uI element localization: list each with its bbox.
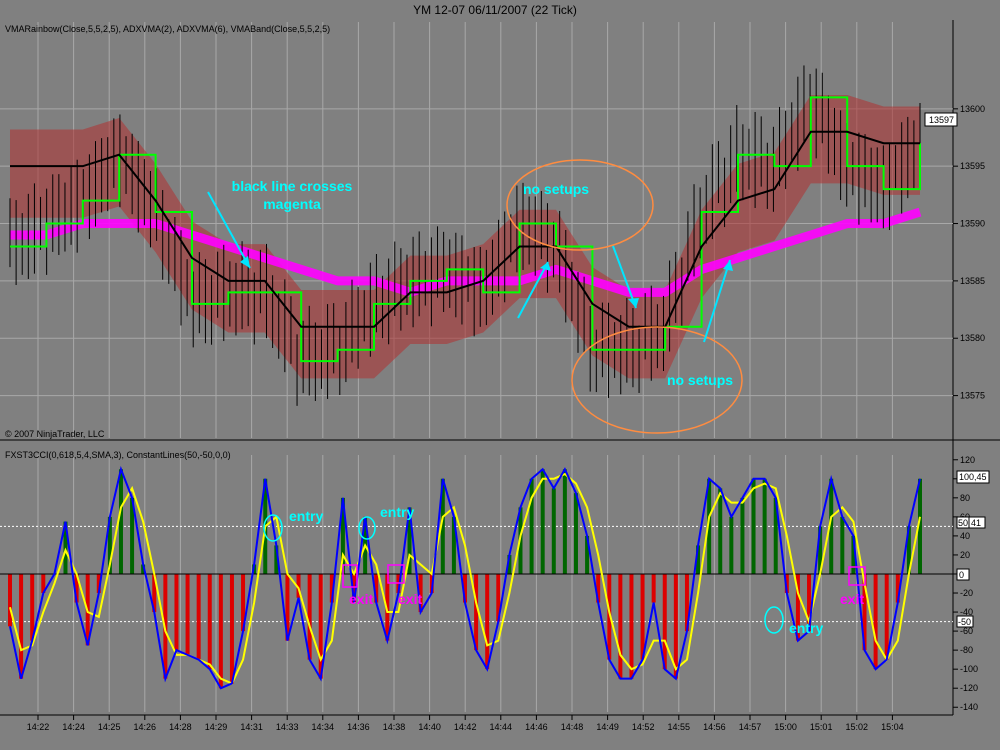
y-tick-label: 13595 — [960, 161, 985, 171]
x-tick-label: 14:26 — [134, 722, 157, 732]
x-tick-label: 14:24 — [62, 722, 85, 732]
constant-0-tag: 0 — [959, 570, 964, 580]
copyright-text: © 2007 NinjaTrader, LLC — [5, 429, 105, 439]
exit-marker — [342, 564, 358, 588]
entry-marker — [764, 606, 784, 634]
x-tick-label: 14:28 — [169, 722, 192, 732]
x-tick-label: 14:22 — [27, 722, 50, 732]
cci-main-line — [9, 465, 921, 690]
x-tick-label: 14:36 — [347, 722, 370, 732]
annotation-no-setups-1: no setups — [523, 181, 589, 197]
cci-last-value: 100,45 — [959, 472, 987, 482]
vma-band — [10, 95, 920, 379]
annotation-magenta: magenta — [263, 196, 321, 212]
x-tick-label: 14:49 — [596, 722, 619, 732]
ellipse-no-setups-2 — [571, 326, 743, 434]
arrow-head — [628, 298, 639, 308]
y-tick-label: -100 — [960, 664, 978, 674]
arrow-line — [517, 261, 549, 319]
exit-marker — [387, 564, 405, 584]
exit-marker — [848, 566, 866, 586]
annotations-upper: black line crosses magenta no setups no … — [207, 159, 743, 434]
annotation-exit: exit — [840, 591, 864, 607]
x-tick-label: 15:04 — [881, 722, 904, 732]
x-tick-label: 14:40 — [418, 722, 441, 732]
y-tick-label: -20 — [960, 588, 973, 598]
y-tick-label: 40 — [960, 531, 970, 541]
y-tick-label: -140 — [960, 702, 978, 712]
y-tick-label: 120 — [960, 455, 975, 465]
rainbow-line — [10, 207, 922, 297]
y-tick-label: 13585 — [960, 276, 985, 286]
y-tick-label: 13575 — [960, 391, 985, 401]
y-tick-label: 13600 — [960, 104, 985, 114]
window-title: YM 12-07 06/11/2007 (22 Tick) — [413, 3, 577, 17]
x-tick-label: 14:46 — [525, 722, 548, 732]
y-tick-label: 20 — [960, 550, 970, 560]
ellipse-no-setups-1 — [506, 159, 654, 251]
y-tick-label: 80 — [960, 493, 970, 503]
last-price-tag: 13597 — [924, 112, 958, 127]
x-tick-label: 14:48 — [561, 722, 584, 732]
x-tick-label: 14:33 — [276, 722, 299, 732]
adxvma-slow-line — [10, 130, 920, 328]
annotation-entry: entry — [789, 620, 823, 636]
x-tick-label: 14:56 — [703, 722, 726, 732]
constant-50-tag: 50 — [958, 518, 968, 528]
adxvma-fast-line — [10, 96, 921, 363]
cci-axis: 120100806040200-20-40-60-80-100-120-140 — [953, 455, 978, 712]
band-area — [10, 95, 920, 379]
x-tick-label: 14:31 — [240, 722, 263, 732]
y-tick-label: -60 — [960, 626, 973, 636]
lower-value-tags: 100,45 50 41 0 -50 — [956, 470, 990, 628]
upper-indicator-label: VMARainbow(Close,5,5,2,5), ADXVMA(2), AD… — [5, 24, 330, 34]
adxvma-lines — [10, 96, 921, 363]
arrow-line — [703, 259, 731, 343]
cci-lines — [9, 465, 921, 690]
annotation-black-line: black line crosses — [232, 178, 353, 194]
annotation-exit: exit — [349, 591, 373, 607]
x-tick-label: 14:38 — [383, 722, 406, 732]
signal-last-value: 41 — [971, 518, 981, 528]
x-tick-label: 14:44 — [490, 722, 513, 732]
x-tick-label: 14:42 — [454, 722, 477, 732]
vma-rainbow-series — [10, 207, 922, 297]
last-price-value: 13597 — [929, 115, 954, 125]
y-tick-label: -120 — [960, 683, 978, 693]
time-axis: 14:22 14:24 14:25 14:26 14:28 14:29 14:31 14:33… — [27, 715, 904, 732]
cci-histogram — [0, 469, 953, 689]
x-tick-label: 14:52 — [632, 722, 655, 732]
annotation-entry: entry — [289, 508, 323, 524]
x-tick-label: 14:25 — [98, 722, 121, 732]
lower-indicator-label: FXST3CCI(0,618,5,4,SMA,3), ConstantLines… — [5, 450, 231, 460]
y-tick-label: -40 — [960, 607, 973, 617]
annotation-no-setups-2: no setups — [667, 372, 733, 388]
x-tick-label: 14:34 — [312, 722, 335, 732]
x-tick-label: 14:29 — [205, 722, 228, 732]
x-tick-label: 15:00 — [774, 722, 797, 732]
constant-minus50-tag: -50 — [958, 617, 971, 627]
x-tick-label: 15:01 — [810, 722, 833, 732]
y-tick-label: -80 — [960, 645, 973, 655]
x-tick-label: 14:57 — [739, 722, 762, 732]
entry-marker — [263, 514, 283, 542]
arrow-line — [612, 245, 637, 309]
title-bar — [0, 0, 1000, 20]
arrow-line — [207, 191, 251, 269]
x-tick-label: 14:55 — [668, 722, 691, 732]
arrow-head — [540, 262, 551, 271]
entry-marker — [358, 516, 376, 540]
arrow-head — [723, 260, 733, 271]
annotations-lower: entry entry entry exit exit exit — [263, 504, 866, 636]
y-tick-label: 13580 — [960, 333, 985, 343]
arrow-head — [240, 256, 250, 268]
x-tick-label: 15:02 — [846, 722, 869, 732]
price-axis: 13575 13580 13585 13590 13595 13600 — [953, 104, 985, 401]
y-tick-label: 13590 — [960, 219, 985, 229]
annotation-entry: entry — [380, 504, 414, 520]
annotation-exit: exit — [398, 591, 422, 607]
